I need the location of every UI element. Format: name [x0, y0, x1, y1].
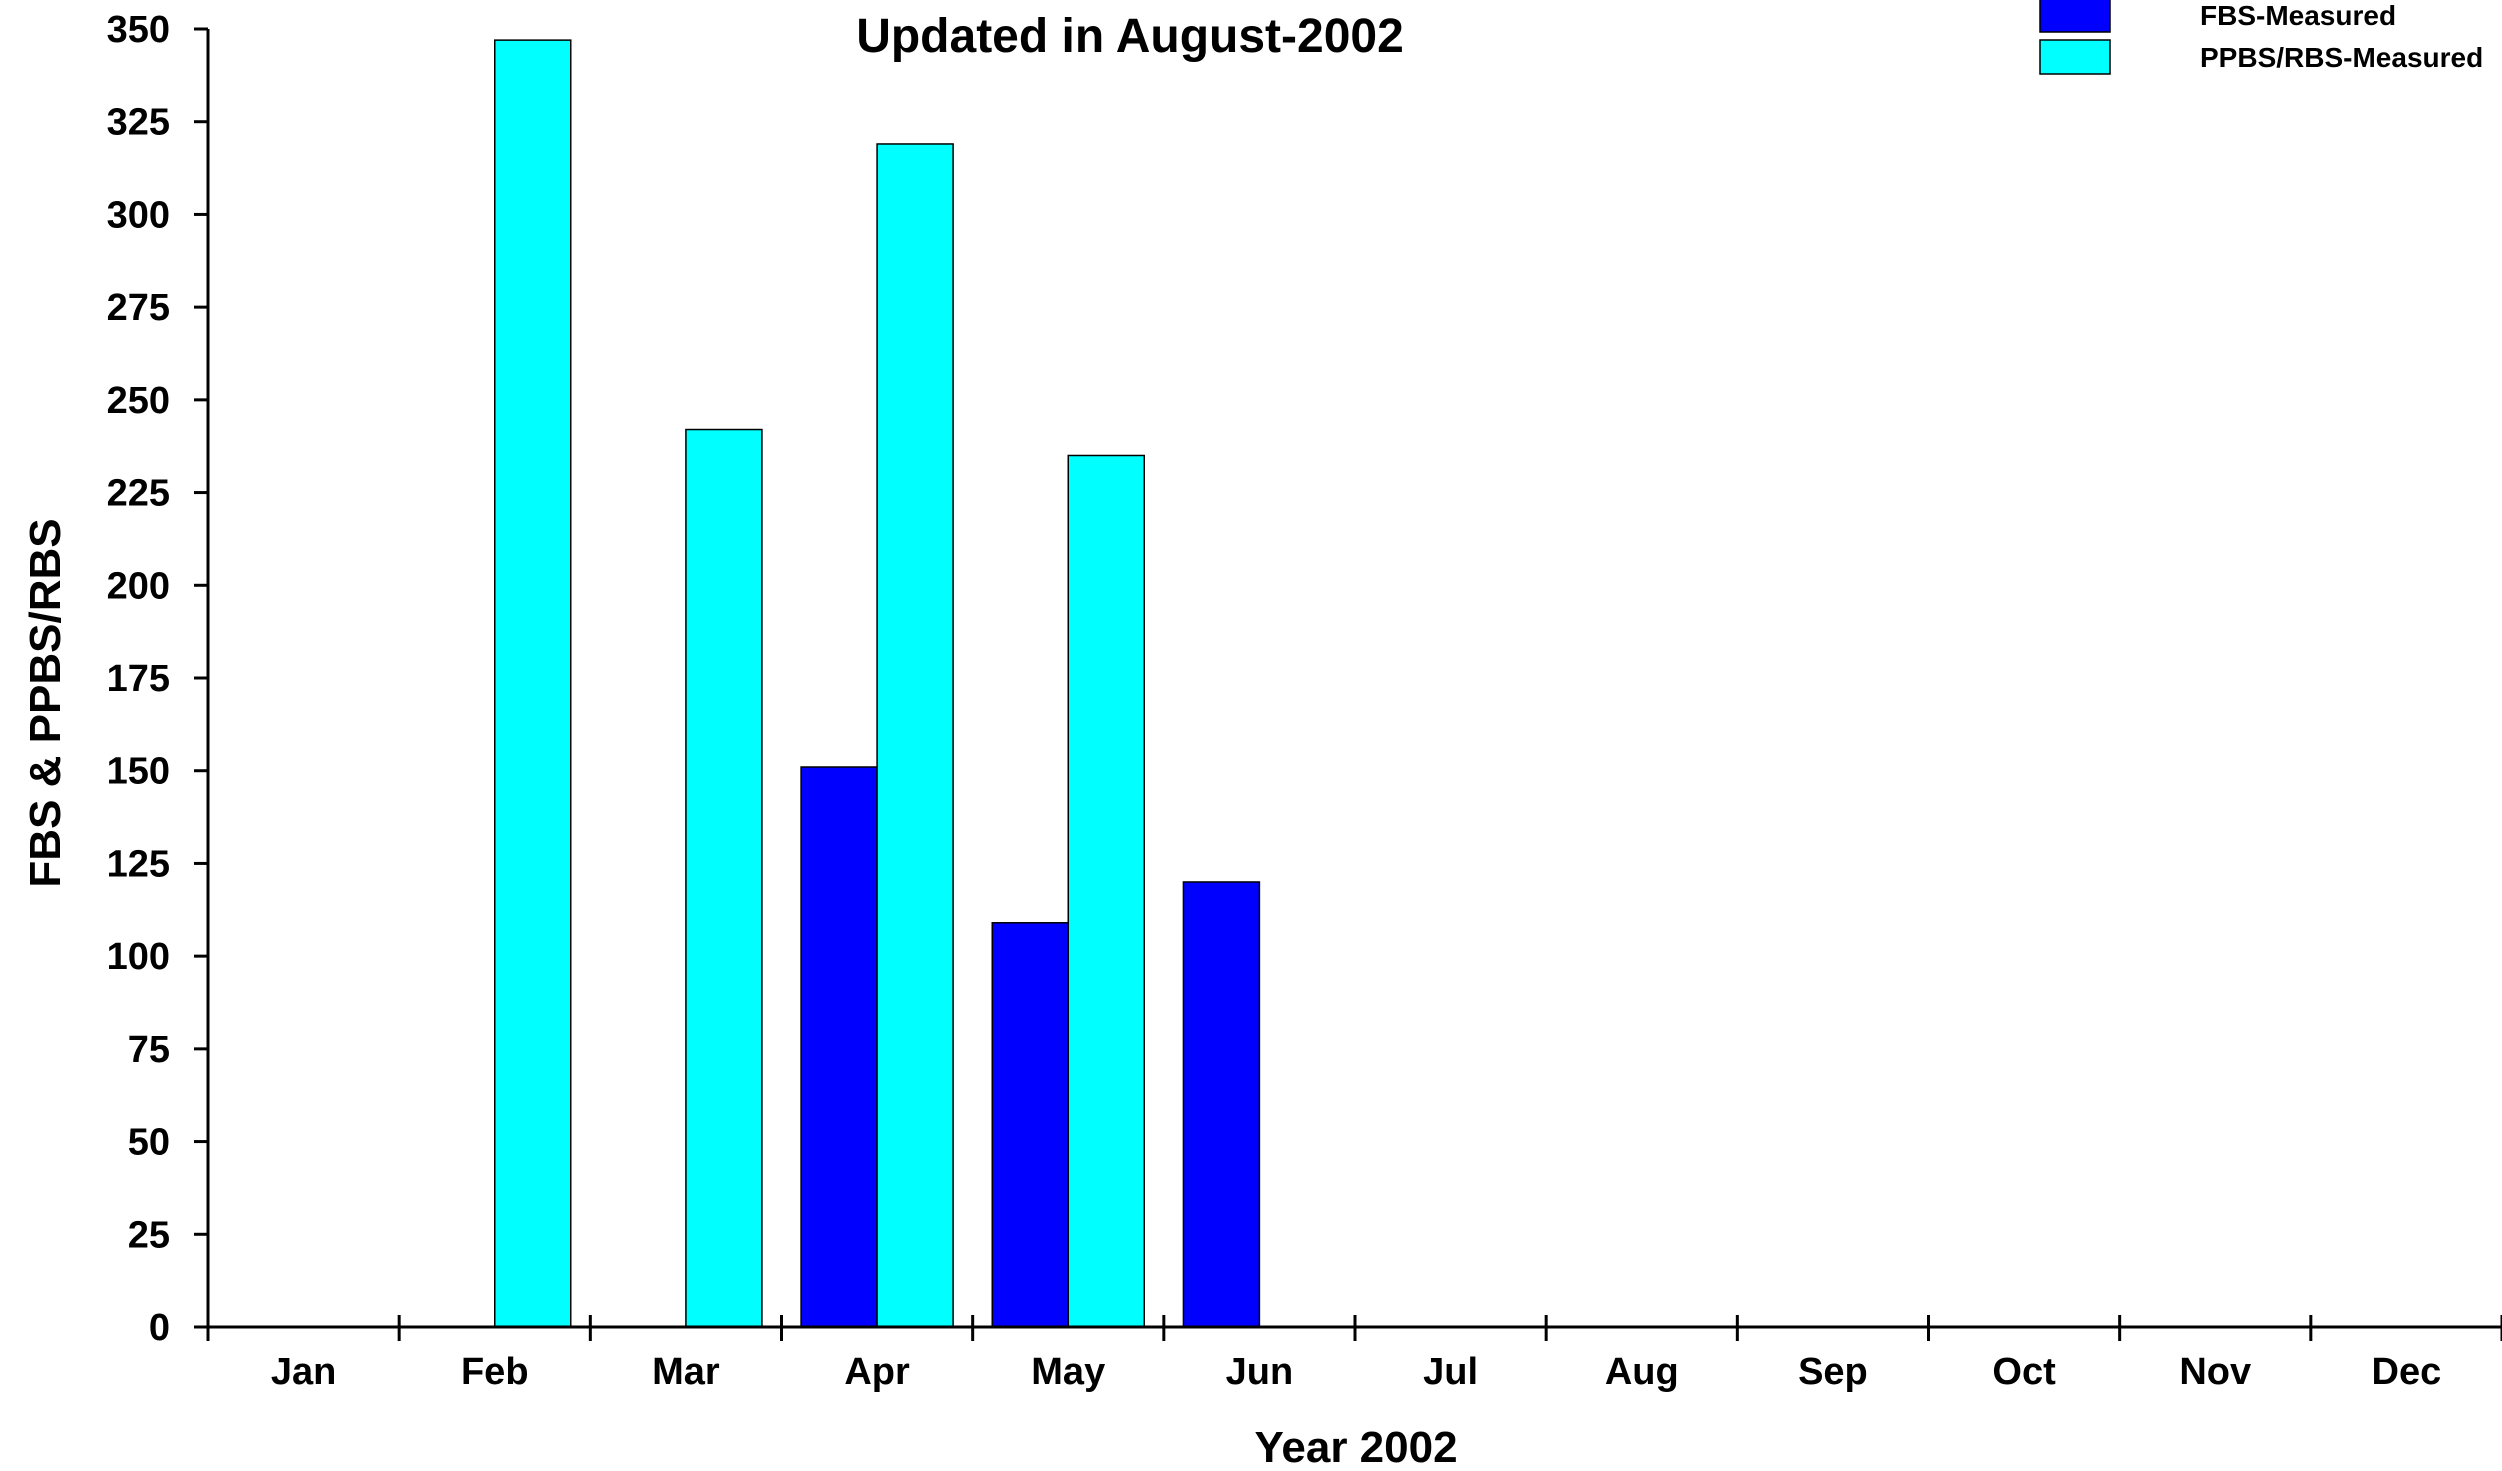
y-tick-label: 325: [107, 102, 170, 144]
bar-ppbs-rbs-measured-mar: [685, 428, 763, 1328]
bar-ppbs-rbs-measured-may: [1067, 454, 1145, 1328]
y-tick-label: 125: [107, 843, 170, 885]
bar-fbs-measured-jun: [1182, 881, 1261, 1328]
x-tick-label: Jul: [1423, 1351, 1478, 1393]
y-tick-label: 275: [107, 287, 170, 329]
legend: FBS-Measured PPBS/RBS-Measured: [2039, 0, 2483, 75]
x-tick-label: May: [1031, 1351, 1105, 1393]
bars-group: [494, 39, 1261, 1328]
bar-ppbs-rbs-measured-apr: [876, 143, 954, 1328]
y-tick-label: 250: [107, 380, 170, 422]
x-tick-label: Mar: [652, 1351, 720, 1393]
x-tick-label: Apr: [844, 1351, 910, 1393]
bar-fbs-measured-apr: [800, 766, 878, 1328]
legend-swatch: [2039, 0, 2111, 33]
x-tick-label: Feb: [461, 1351, 529, 1393]
chart-title: Updated in August-2002: [856, 10, 1404, 63]
x-tick-label: Sep: [1798, 1351, 1868, 1393]
legend-label: PPBS/RBS-Measured: [2200, 42, 2483, 73]
y-tick-label: 350: [107, 9, 170, 51]
x-tick-label: Aug: [1605, 1351, 1679, 1393]
x-tick-label: Nov: [2179, 1351, 2251, 1393]
x-tick-label: Jun: [1226, 1351, 1294, 1393]
bar-fbs-measured-may: [991, 922, 1069, 1328]
x-tick-label: Oct: [1992, 1351, 2056, 1393]
y-tick-label: 100: [107, 936, 170, 978]
legend-label: FBS-Measured: [2200, 0, 2396, 31]
y-tick-label: 0: [149, 1307, 170, 1349]
y-axis-title: FBS & PPBS/RBS: [21, 518, 70, 887]
y-tick-label: 75: [128, 1029, 170, 1071]
y-tick-label: 25: [128, 1214, 170, 1256]
y-tick-label: 50: [128, 1122, 170, 1164]
axes-group: 0 25 50 75 100 125 150 175 200 225 250 275 300 325 350…: [107, 9, 2502, 1393]
legend-swatch: [2039, 39, 2111, 75]
y-tick-label: 200: [107, 565, 170, 607]
y-tick-label: 150: [107, 751, 170, 793]
x-tick-label: Jan: [271, 1351, 336, 1393]
y-tick-label: 300: [107, 194, 170, 236]
y-tick-label: 225: [107, 473, 170, 515]
bar-ppbs-rbs-measured-feb: [494, 39, 572, 1328]
y-tick-label: 175: [107, 658, 170, 700]
x-tick-label: Dec: [2372, 1351, 2442, 1393]
x-axis-title: Year 2002: [1254, 1423, 1457, 1471]
